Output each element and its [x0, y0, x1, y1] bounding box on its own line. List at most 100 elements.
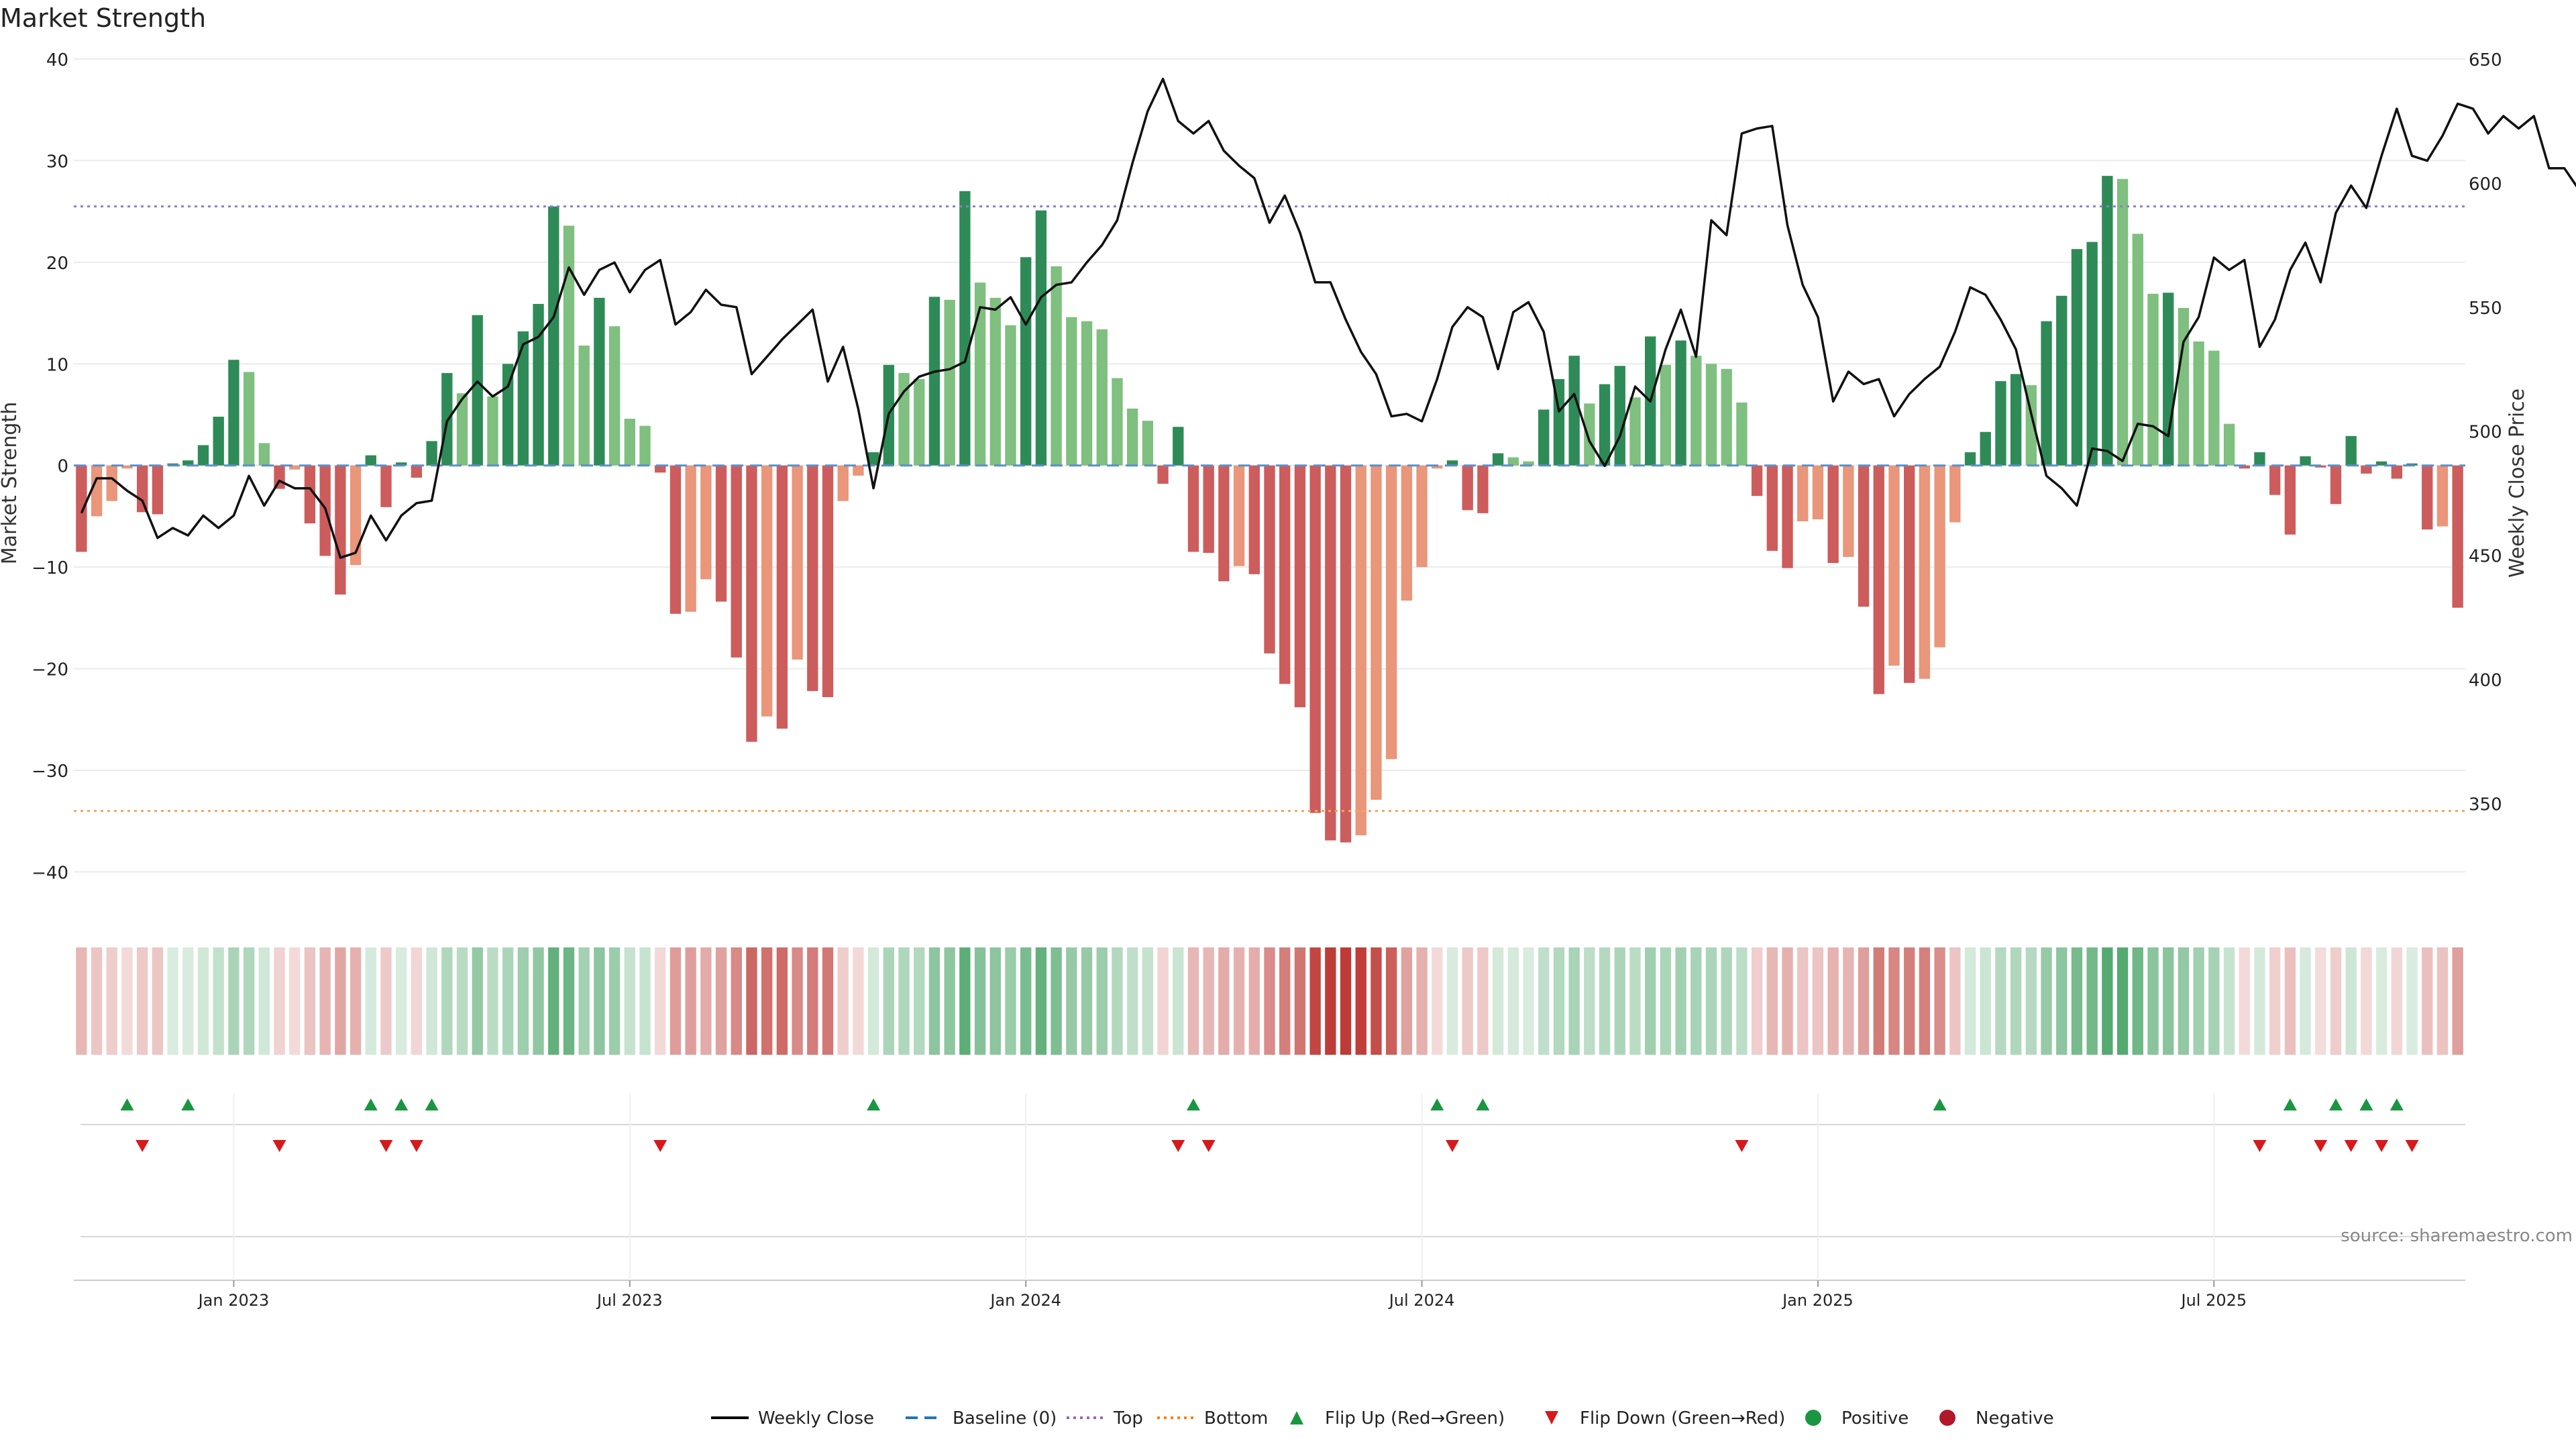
strength-bar — [1980, 431, 1991, 466]
flip-down-marker — [653, 1140, 667, 1152]
heat-cell — [1995, 947, 2006, 1055]
heat-cell — [1035, 947, 1047, 1055]
heat-cell — [1827, 947, 1839, 1055]
heat-cell — [959, 947, 971, 1055]
heat-cell — [624, 947, 635, 1055]
heat-cell — [76, 947, 87, 1055]
heat-cell — [944, 947, 955, 1055]
strength-bar — [1949, 465, 1961, 523]
flip-up-marker — [2390, 1098, 2404, 1110]
heat-cell — [2041, 947, 2052, 1055]
y-tick-label-right: 500 — [2469, 423, 2502, 443]
legend-swatch — [1290, 1411, 1303, 1424]
legend-label: Flip Up (Red→Green) — [1325, 1408, 1505, 1429]
strength-bar — [2361, 465, 2372, 474]
flip-down-marker — [2344, 1140, 2358, 1152]
flip-up-marker — [425, 1098, 439, 1110]
heat-cell — [2010, 947, 2022, 1055]
strength-bar — [1112, 378, 1123, 466]
strength-bar — [1233, 465, 1245, 566]
heat-cell — [2345, 947, 2357, 1055]
strength-bar — [2071, 249, 2083, 466]
strength-bar — [914, 379, 925, 466]
legend-swatch — [1939, 1410, 1955, 1426]
heat-cell — [1751, 947, 1763, 1055]
strength-bar — [1355, 465, 1366, 835]
threshold-lines — [74, 205, 2465, 813]
heat-cell — [319, 947, 331, 1055]
heat-cell — [1112, 947, 1123, 1055]
heat-cell — [1096, 947, 1108, 1055]
strength-bar — [2239, 465, 2250, 469]
heat-cell — [1584, 947, 1595, 1055]
strength-bar — [213, 417, 224, 466]
heat-cell — [91, 947, 103, 1055]
chart-legend: Weekly Close Baseline (0) Top Bottom Flip Up… — [711, 1408, 2054, 1429]
heat-cell — [1645, 947, 1656, 1055]
heat-cell — [1081, 947, 1093, 1055]
x-tick-label: Jan 2024 — [989, 1291, 1061, 1310]
heat-cell — [2269, 947, 2281, 1055]
flip-down-marker — [1171, 1140, 1185, 1152]
heat-cell — [502, 947, 514, 1055]
heat-cell — [1614, 947, 1625, 1055]
heat-cell — [2375, 947, 2387, 1055]
legend-item: Positive — [1805, 1408, 1909, 1429]
strength-bar — [1294, 465, 1306, 708]
strength-bar — [563, 225, 575, 466]
strength-bar — [1020, 257, 1032, 466]
heat-cell — [2147, 947, 2159, 1055]
strength-bar — [2056, 295, 2068, 466]
heat-cell — [1126, 947, 1138, 1055]
y-tick-label-left: 10 — [46, 355, 68, 375]
strength-bar — [426, 441, 437, 466]
heat-cell — [1233, 947, 1245, 1055]
strength-bar — [152, 465, 164, 515]
heat-cell — [639, 947, 651, 1055]
strength-bar — [1492, 453, 1504, 466]
flip-up-marker — [364, 1098, 378, 1110]
heat-cell — [2163, 947, 2174, 1055]
strength-bar — [2330, 465, 2342, 505]
strength-bar — [2284, 465, 2296, 535]
strength-bar — [776, 465, 788, 729]
legend-label: Negative — [1976, 1408, 2054, 1429]
strength-bar — [1187, 465, 1199, 552]
heat-cell — [1690, 947, 1702, 1055]
heat-cell — [594, 947, 605, 1055]
flip-up-marker — [1186, 1098, 1200, 1110]
y-tick-label-left: −40 — [32, 863, 68, 883]
strength-bar — [1081, 321, 1093, 466]
heat-cell — [867, 947, 879, 1055]
y-tick-label-left: −20 — [32, 660, 68, 680]
heat-cell — [731, 947, 742, 1055]
heat-cell — [837, 947, 849, 1055]
heat-cell — [1843, 947, 1854, 1055]
heat-cell — [2315, 947, 2326, 1055]
strength-bar — [1599, 384, 1611, 466]
heat-cell — [472, 947, 483, 1055]
flip-up-marker — [1430, 1098, 1444, 1110]
heat-cell — [822, 947, 834, 1055]
heat-cell — [1492, 947, 1504, 1055]
strength-bar — [624, 419, 635, 466]
heat-cell — [106, 947, 117, 1055]
y-tick-label-right: 650 — [2469, 50, 2502, 70]
heat-cell — [898, 947, 910, 1055]
heat-cell — [1888, 947, 1900, 1055]
strength-bar — [1675, 340, 1686, 466]
y-tick-label-right: 550 — [2469, 299, 2502, 319]
heat-cell — [2300, 947, 2311, 1055]
heat-cell — [807, 947, 818, 1055]
strength-bar — [2375, 461, 2387, 466]
heat-cell — [1355, 947, 1366, 1055]
heat-cell — [2391, 947, 2402, 1055]
y-tick-label-right: 400 — [2469, 670, 2502, 690]
strength-bar — [1721, 368, 1732, 466]
strength-bar — [2147, 293, 2159, 466]
x-tick-label: Jul 2024 — [1388, 1291, 1455, 1310]
strength-bar — [1309, 465, 1321, 813]
heat-cell — [1705, 947, 1717, 1055]
y-tick-label-right: 600 — [2469, 174, 2502, 195]
strength-bar — [1446, 460, 1458, 466]
